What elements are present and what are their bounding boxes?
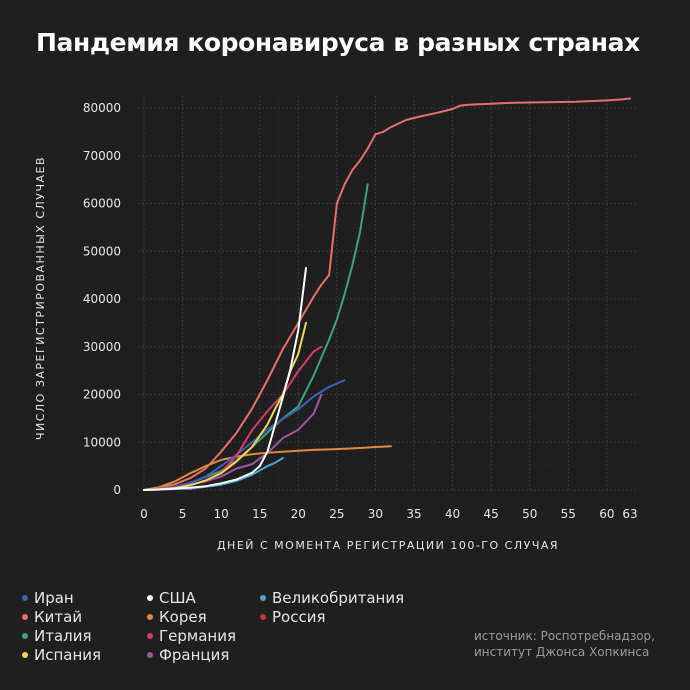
- x-tick-label: 40: [445, 507, 460, 521]
- y-tick-label: 30000: [83, 340, 121, 354]
- legend-label: Италия: [34, 627, 92, 645]
- legend-color-dot: [147, 632, 153, 639]
- x-tick-label: 30: [368, 507, 383, 521]
- legend-label: Россия: [272, 608, 326, 626]
- source-note: источник: Роспотребнадзор, институт Джон…: [474, 629, 655, 659]
- x-tick-label: 10: [214, 507, 229, 521]
- x-tick-labels: 0 5 10 15 20 25 30 35 40 45 50 55 60 63: [140, 507, 637, 521]
- legend-label: Иран: [34, 589, 74, 607]
- legend-label: Испания: [34, 646, 102, 664]
- y-tick-label: 80000: [83, 101, 121, 115]
- legend-label: Корея: [159, 608, 207, 626]
- legend-item: Испания: [22, 646, 101, 664]
- legend-color-dot: [22, 594, 28, 601]
- x-tick-label: 0: [140, 507, 148, 521]
- x-tick-label: 63: [622, 507, 637, 521]
- legend-color-dot: [147, 613, 153, 620]
- x-tick-label: 35: [406, 507, 421, 521]
- legend-label: Германия: [159, 627, 236, 645]
- legend-color-dot: [22, 651, 28, 658]
- y-tick-label: 20000: [83, 388, 121, 402]
- x-tick-label: 50: [522, 507, 537, 521]
- y-tick-label: 40000: [83, 292, 121, 306]
- x-tick-label: 25: [329, 507, 344, 521]
- y-tick-label: 0: [113, 483, 121, 497]
- series-lines: [143, 97, 631, 491]
- legend-item: США: [147, 589, 196, 607]
- x-tick-label: 60: [599, 507, 614, 521]
- x-axis-label: ДНЕЙ С МОМЕНТА РЕГИСТРАЦИИ 100-ГО СЛУЧАЯ: [217, 539, 559, 552]
- y-tick-label: 50000: [83, 244, 121, 258]
- x-tick-label: 45: [484, 507, 499, 521]
- legend-color-dot: [147, 651, 153, 658]
- legend-label: Франция: [159, 646, 230, 664]
- grid-layer: [138, 96, 636, 491]
- series-line: [143, 379, 346, 491]
- legend-color-dot: [260, 594, 266, 601]
- legend-item: Германия: [147, 627, 236, 645]
- legend-label: Великобритания: [272, 589, 405, 607]
- legend-item: Италия: [22, 627, 92, 645]
- x-tick-label: 15: [252, 507, 267, 521]
- y-tick-label: 70000: [83, 149, 121, 163]
- legend-item: Китай: [22, 608, 82, 626]
- legend-item: Великобритания: [260, 589, 404, 607]
- legend-color-dot: [260, 613, 266, 620]
- legend-label: США: [159, 589, 196, 607]
- x-tick-label: 20: [291, 507, 306, 521]
- legend-item: Иран: [22, 589, 74, 607]
- legend-item: Россия: [260, 608, 326, 626]
- y-tick-label: 60000: [83, 197, 121, 211]
- legend-item: Франция: [147, 646, 229, 664]
- y-tick-labels: 0 10000 20000 30000 40000 50000 60000 70000 8000…: [83, 101, 121, 497]
- legend-color-dot: [22, 613, 28, 620]
- legend-color-dot: [22, 632, 28, 639]
- series-line: [143, 97, 631, 491]
- legend-color-dot: [147, 594, 153, 601]
- y-axis-label: ЧИСЛО ЗАРЕГИСТРИРОВАННЫХ СЛУЧАЕВ: [34, 156, 47, 440]
- series-line: [143, 267, 307, 491]
- chart-title: Пандемия коронавируса в разных странах: [36, 28, 640, 57]
- series-line: [143, 321, 307, 491]
- legend-label: Китай: [34, 608, 83, 626]
- y-tick-label: 10000: [83, 435, 121, 449]
- x-tick-label: 5: [179, 507, 187, 521]
- x-tick-label: 55: [561, 507, 576, 521]
- legend-item: Корея: [147, 608, 207, 626]
